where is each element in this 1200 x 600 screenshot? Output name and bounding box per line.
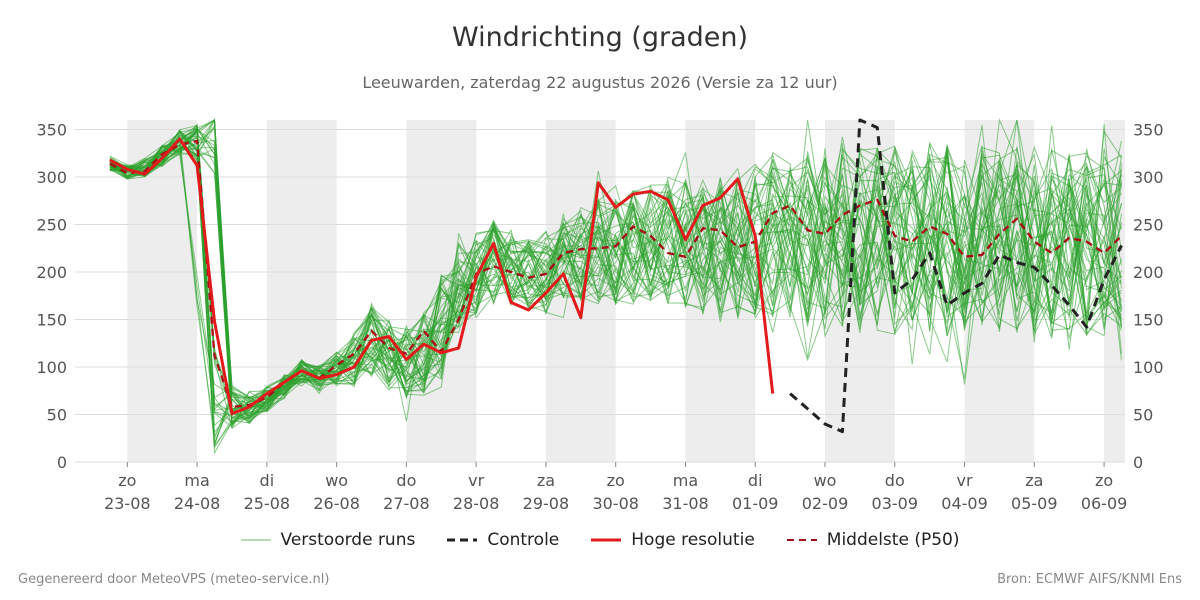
x-tick-weekday-31-08: ma xyxy=(673,471,698,490)
y-tick-right-0: 0 xyxy=(1133,453,1143,472)
y-tick-left-0: 0 xyxy=(57,453,67,472)
legend-swatch-hires xyxy=(591,538,622,542)
x-tick-weekday-26-08: wo xyxy=(325,471,348,490)
y-tick-right-50: 50 xyxy=(1133,406,1153,425)
x-tick-weekday-25-08: di xyxy=(260,471,275,490)
x-tick-date-30-08: 30-08 xyxy=(592,494,639,513)
legend-swatch-ensemble xyxy=(240,539,271,541)
x-tick-weekday-05-09: za xyxy=(1025,471,1043,490)
x-tick-weekday-03-09: do xyxy=(885,471,905,490)
x-tick-weekday-29-08: za xyxy=(537,471,555,490)
y-tick-right-300: 300 xyxy=(1133,168,1164,187)
y-tick-left-50: 50 xyxy=(47,406,67,425)
y-tick-right-200: 200 xyxy=(1133,263,1164,282)
footer-source: Bron: ECMWF AIFS/KNMI Ens xyxy=(997,572,1182,587)
x-tick-date-23-08: 23-08 xyxy=(104,494,151,513)
x-tick-date-24-08: 24-08 xyxy=(174,494,221,513)
ensemble-run-43 xyxy=(109,118,1122,421)
y-tick-left-250: 250 xyxy=(36,216,67,235)
x-tick-date-31-08: 31-08 xyxy=(662,494,709,513)
x-tick-weekday-24-08: ma xyxy=(184,471,209,490)
x-tick-weekday-04-09: vr xyxy=(957,471,973,490)
x-tick-date-05-09: 05-09 xyxy=(1011,494,1058,513)
x-tick-date-06-09: 06-09 xyxy=(1081,494,1128,513)
x-tick-weekday-02-09: wo xyxy=(814,471,837,490)
legend-label-ensemble: Verstoorde runs xyxy=(280,530,416,550)
y-tick-right-150: 150 xyxy=(1133,311,1164,330)
x-tick-weekday-27-08: do xyxy=(396,471,416,490)
y-tick-left-200: 200 xyxy=(36,263,67,282)
chart-subtitle: Leeuwarden, zaterdag 22 augustus 2026 (V… xyxy=(362,73,838,92)
y-tick-right-350: 350 xyxy=(1133,121,1164,140)
y-axis-right: 0 50 100 150 200 250 300 350 xyxy=(1133,121,1164,473)
legend-item-median: Middelste (P50) xyxy=(786,530,960,550)
series-line-control xyxy=(789,118,1123,434)
legend-item-control: Controle xyxy=(447,530,559,550)
ensemble-run-49 xyxy=(109,135,1122,448)
x-tick-date-25-08: 25-08 xyxy=(244,494,291,513)
y-tick-left-100: 100 xyxy=(36,358,67,377)
y-tick-left-350: 350 xyxy=(36,121,67,140)
x-tick-weekday-30-08: zo xyxy=(607,471,625,490)
y-tick-right-250: 250 xyxy=(1133,216,1164,235)
x-tick-date-01-09: 01-09 xyxy=(732,494,779,513)
legend-item-hires: Hoge resolutie xyxy=(591,530,755,550)
x-tick-date-29-08: 29-08 xyxy=(523,494,570,513)
x-tick-date-27-08: 27-08 xyxy=(383,494,430,513)
ensemble-run-50 xyxy=(109,134,1122,415)
x-tick-date-02-09: 02-09 xyxy=(802,494,849,513)
legend-label-hires: Hoge resolutie xyxy=(631,530,755,550)
chart-title: Windrichting (graden) xyxy=(451,22,749,53)
x-tick-date-03-09: 03-09 xyxy=(872,494,919,513)
x-tick-date-28-08: 28-08 xyxy=(453,494,500,513)
day-band-1 xyxy=(266,120,337,462)
legend-item-ensemble: Verstoorde runs xyxy=(240,530,416,550)
footer-generator: Gegenereerd door MeteoVPS (meteo-service… xyxy=(18,572,330,587)
x-tick-weekday-01-09: di xyxy=(748,471,763,490)
x-tick-date-04-09: 04-09 xyxy=(941,494,988,513)
legend-label-control: Controle xyxy=(487,530,560,550)
x-tick-weekday-23-08: zo xyxy=(118,471,136,490)
ensemble-run-24 xyxy=(109,125,1122,420)
y-tick-right-100: 100 xyxy=(1133,358,1164,377)
legend-swatch-median xyxy=(786,539,817,541)
x-axis: zo 23-08 ma 24-08 di 25-08 wo 26-08 do 27-08 vr 28-… xyxy=(104,462,1127,513)
legend: Verstoorde runs Controle Hoge resolutie … xyxy=(0,530,1200,550)
x-tick-weekday-28-08: vr xyxy=(468,471,484,490)
day-bands xyxy=(127,120,1125,462)
main-series xyxy=(109,118,1123,434)
series-line-hires xyxy=(109,137,775,416)
x-tick-date-26-08: 26-08 xyxy=(313,494,360,513)
legend-label-median: Middelste (P50) xyxy=(826,530,960,550)
y-tick-left-300: 300 xyxy=(36,168,67,187)
legend-swatch-control xyxy=(447,538,478,542)
ensemble-run-19 xyxy=(109,139,1122,406)
y-tick-left-150: 150 xyxy=(36,311,67,330)
y-axis-left: 0 50 100 150 200 250 300 350 xyxy=(36,121,67,473)
x-tick-weekday-06-09: zo xyxy=(1095,471,1113,490)
